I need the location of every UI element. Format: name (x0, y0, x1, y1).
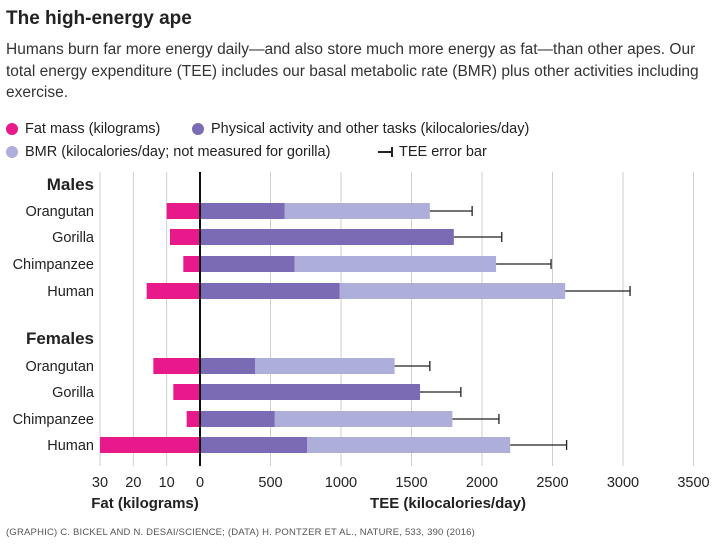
fat-bar (100, 437, 200, 453)
activity-bar (200, 283, 340, 299)
fat-bar (153, 358, 200, 374)
bmr-bar (339, 283, 566, 299)
legend-item-error: TEE error bar (378, 144, 487, 160)
fat-bar (186, 411, 200, 427)
fat-tick-label: 20 (125, 475, 141, 491)
legend-label-error: TEE error bar (399, 144, 487, 160)
row-label-chimpanzee: Chimpanzee (13, 412, 94, 428)
fat-bar (183, 256, 200, 272)
tee-tick-label: 500 (258, 475, 282, 491)
tee-tick-label: 1500 (395, 475, 427, 491)
legend-label-bmr: BMR (kilocalories/day; not measured for … (25, 144, 331, 160)
bmr-bar (294, 256, 497, 272)
legend-item-bmr: BMR (kilocalories/day; not measured for … (6, 144, 330, 160)
bmr-bar (274, 411, 453, 427)
row-label-human: Human (47, 284, 94, 300)
tee-axis-label: TEE (kilocalories/day) (370, 495, 526, 512)
group-header-females: Females (26, 329, 94, 348)
fat-tick-label: 10 (159, 475, 175, 491)
activity-bar (200, 256, 295, 272)
tee-tick-label: 3000 (607, 475, 639, 491)
legend-label-fat: Fat mass (kilograms) (25, 121, 161, 137)
credit-line: (GRAPHIC) C. BICKEL AND N. DESAI/SCIENCE… (6, 527, 476, 538)
row-label-orangutan: Orangutan (25, 359, 94, 375)
fat-bar (166, 203, 200, 219)
legend-swatch-fat (6, 123, 18, 135)
fat-tick-label: 30 (92, 475, 108, 491)
row-label-chimpanzee: Chimpanzee (13, 257, 94, 273)
tee-tick-label: 3500 (677, 475, 709, 491)
tee-tick-label: 2000 (466, 475, 498, 491)
group-header-males: Males (47, 175, 94, 194)
legend-swatch-bmr (6, 146, 18, 158)
legend-item-activity: Physical activity and other tasks (kiloc… (192, 121, 529, 137)
error-bar-icon (378, 147, 394, 157)
activity-bar (200, 358, 255, 374)
fat-bar (170, 229, 200, 245)
tee-tick-label: 2500 (536, 475, 568, 491)
tee-tick-label: 0 (196, 475, 204, 491)
legend-item-fat: Fat mass (kilograms) (6, 121, 160, 137)
bmr-bar (254, 358, 395, 374)
chart-title: The high-energy ape (6, 8, 192, 29)
row-label-gorilla: Gorilla (52, 385, 95, 401)
fat-bar (173, 384, 200, 400)
activity-bar (200, 384, 420, 400)
bmr-bar (284, 203, 430, 219)
chart-subtitle: Humans burn far more energy daily—and al… (6, 41, 699, 101)
activity-bar (200, 203, 285, 219)
activity-bar (200, 229, 454, 245)
fat-axis-label: Fat (kilograms) (91, 495, 199, 512)
activity-bar (200, 411, 275, 427)
bmr-bar (307, 437, 511, 453)
row-label-orangutan: Orangutan (25, 204, 94, 220)
fat-bar (146, 283, 200, 299)
legend-swatch-activity (192, 123, 204, 135)
activity-bar (200, 437, 308, 453)
row-label-gorilla: Gorilla (52, 230, 95, 246)
legend-label-activity: Physical activity and other tasks (kiloc… (211, 121, 530, 137)
tee-tick-label: 1000 (325, 475, 357, 491)
row-label-human: Human (47, 438, 94, 454)
